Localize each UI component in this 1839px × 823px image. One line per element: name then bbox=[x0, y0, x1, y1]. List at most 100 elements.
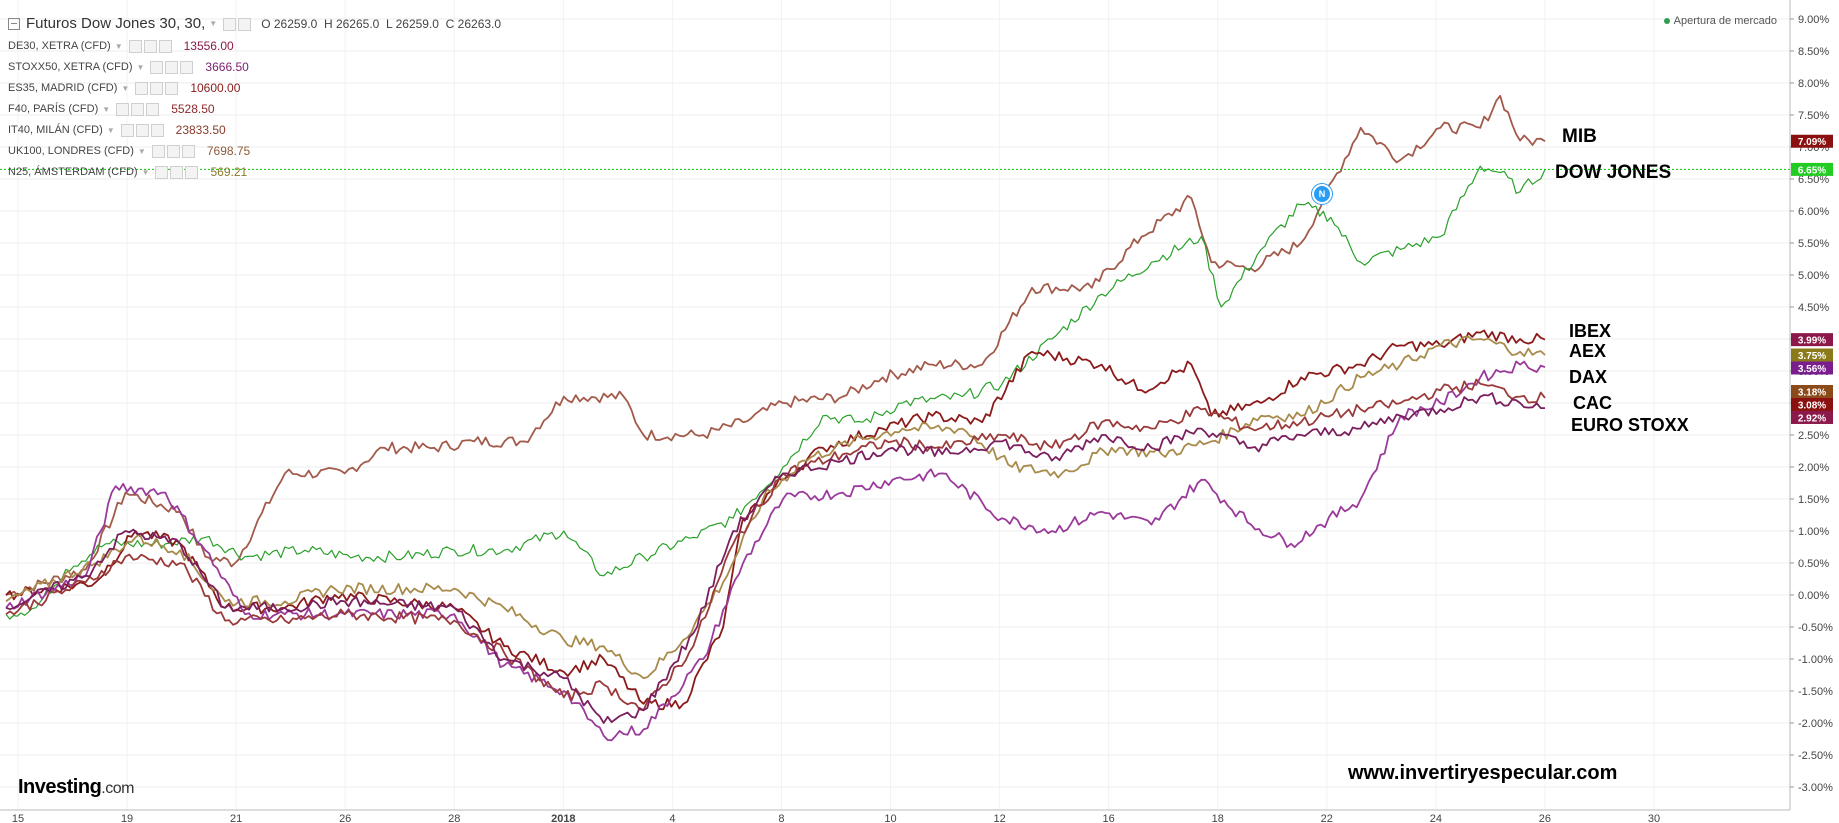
settings-icon[interactable] bbox=[166, 145, 180, 158]
settings-icon[interactable] bbox=[131, 103, 145, 116]
investing-logo: Investing.com bbox=[18, 776, 134, 798]
close-icon[interactable] bbox=[185, 166, 199, 179]
legend-value: 3666.50 bbox=[205, 60, 249, 74]
x-tick-label: 8 bbox=[778, 813, 784, 823]
y-tick-label: 6.50% bbox=[1798, 174, 1829, 186]
y-tick-label: -3.00% bbox=[1798, 782, 1833, 794]
eye-icon[interactable] bbox=[150, 61, 164, 74]
close-icon[interactable] bbox=[181, 145, 195, 158]
chevron-down-icon[interactable]: ▼ bbox=[106, 126, 115, 135]
x-tick-label: 24 bbox=[1430, 813, 1442, 823]
x-tick-label: 22 bbox=[1321, 813, 1333, 823]
legend-value: 569.21 bbox=[210, 165, 248, 179]
last-value-badge bbox=[1791, 348, 1833, 362]
legend-item[interactable]: IT40, MILÁN (CFD) ▼ 23833.50 bbox=[8, 120, 501, 141]
series-line-euro bbox=[5, 392, 1545, 724]
eye-icon[interactable] bbox=[128, 40, 142, 53]
legend-item[interactable]: UK100, LONDRES (CFD) ▼ 7698.75 bbox=[8, 141, 501, 162]
x-tick-label: 10 bbox=[884, 813, 896, 823]
eye-icon[interactable] bbox=[120, 124, 134, 137]
last-value-text: 3.99% bbox=[1798, 336, 1826, 347]
eye-icon[interactable] bbox=[223, 17, 237, 31]
settings-icon[interactable] bbox=[150, 82, 164, 95]
eye-icon[interactable] bbox=[151, 145, 165, 158]
series-line-dow bbox=[5, 165, 1546, 620]
last-value-text: 7.09% bbox=[1798, 137, 1826, 148]
legend-label: STOXX50, XETRA (CFD) bbox=[8, 61, 133, 73]
x-tick-label: 26 bbox=[1539, 813, 1551, 823]
series-annotations: MIB DOW JONES IBEX AEX DAX CAC EURO STOX… bbox=[1555, 126, 1689, 435]
close-icon[interactable] bbox=[150, 124, 164, 137]
series-line-cac bbox=[5, 378, 1546, 712]
close-icon[interactable] bbox=[165, 82, 179, 95]
y-tick-label: 0.50% bbox=[1798, 558, 1829, 570]
y-tick-label: -2.50% bbox=[1798, 750, 1833, 762]
collapse-icon[interactable] bbox=[8, 18, 20, 30]
y-tick-label: -0.50% bbox=[1798, 622, 1833, 634]
x-tick-label: 21 bbox=[230, 813, 242, 823]
last-value-text: 3.75% bbox=[1798, 351, 1826, 362]
chevron-down-icon[interactable]: ▼ bbox=[137, 147, 146, 156]
settings-icon[interactable] bbox=[135, 124, 149, 137]
status-dot-icon bbox=[1663, 18, 1670, 25]
y-tick-label: 7.50% bbox=[1798, 110, 1829, 122]
eye-icon[interactable] bbox=[155, 166, 169, 179]
chevron-down-icon[interactable]: ▼ bbox=[114, 42, 123, 51]
chevron-down-icon[interactable]: ▼ bbox=[141, 168, 150, 177]
close-icon[interactable] bbox=[180, 61, 194, 74]
settings-icon[interactable] bbox=[170, 166, 184, 179]
last-value-text: 2.92% bbox=[1798, 413, 1826, 424]
chevron-down-icon[interactable]: ▼ bbox=[209, 19, 218, 28]
last-value-badge bbox=[1791, 384, 1833, 398]
annotation-cac: CAC bbox=[1573, 393, 1612, 413]
last-value-badge bbox=[1791, 361, 1833, 375]
legend-item[interactable]: F40, PARÍS (CFD) ▼ 5528.50 bbox=[8, 99, 501, 120]
legend-value: 7698.75 bbox=[206, 144, 251, 158]
legend-value: 10600.00 bbox=[190, 81, 241, 95]
x-tick-label: 18 bbox=[1212, 813, 1224, 823]
legend-item[interactable]: STOXX50, XETRA (CFD) ▼ 3666.50 bbox=[8, 57, 501, 78]
chart-grid bbox=[0, 0, 1790, 810]
chevron-down-icon[interactable]: ▼ bbox=[102, 105, 111, 114]
legend-item[interactable]: ES35, MADRID (CFD) ▼ 10600.00 bbox=[8, 78, 501, 99]
chevron-down-icon[interactable]: ▼ bbox=[136, 63, 145, 72]
x-tick-label: 2018 bbox=[551, 813, 575, 823]
y-tick-label: 1.00% bbox=[1798, 526, 1829, 538]
chart-legend: Futuros Dow Jones 30, 30, ▼ O 26259.0 H … bbox=[8, 12, 501, 183]
last-value-badge bbox=[1791, 410, 1833, 424]
y-tick-label: 8.00% bbox=[1798, 78, 1829, 90]
legend-label: UK100, LONDRES (CFD) bbox=[8, 145, 134, 157]
series-line-aex bbox=[5, 335, 1546, 680]
last-value-text: 6.65% bbox=[1798, 165, 1826, 176]
chevron-down-icon[interactable]: ▼ bbox=[121, 84, 130, 93]
last-value-labels: 7.09% 6.65% 3.99% 3.75% 3.56% 3.18% 3.08% 2.92% bbox=[1791, 134, 1833, 424]
legend-label: DE30, XETRA (CFD) bbox=[8, 40, 111, 52]
news-marker-icon[interactable]: N bbox=[1312, 184, 1332, 204]
close-icon[interactable] bbox=[158, 40, 172, 53]
eye-icon[interactable] bbox=[116, 103, 130, 116]
y-tick-label: 9.00% bbox=[1798, 14, 1829, 26]
settings-icon[interactable] bbox=[238, 17, 252, 31]
legend-item[interactable]: N25, ÁMSTERDAM (CFD) ▼ 569.21 bbox=[8, 162, 501, 183]
last-value-badge bbox=[1791, 333, 1833, 347]
legend-item[interactable]: DE30, XETRA (CFD) ▼ 13556.00 bbox=[8, 36, 501, 57]
settings-icon[interactable] bbox=[165, 61, 179, 74]
ohlc-readout: O 26259.0 H 26265.0 L 26259.0 C 26263.0 bbox=[261, 17, 502, 31]
x-tick-label: 4 bbox=[669, 813, 675, 823]
settings-icon[interactable] bbox=[143, 40, 157, 53]
last-value-text: 3.56% bbox=[1798, 364, 1826, 375]
x-tick-label: 30 bbox=[1648, 813, 1660, 823]
eye-icon[interactable] bbox=[135, 82, 149, 95]
main-series-row: Futuros Dow Jones 30, 30, ▼ O 26259.0 H … bbox=[8, 12, 501, 36]
website-watermark: www.invertiryespecular.com bbox=[1348, 762, 1618, 784]
series-line-mib bbox=[5, 94, 1546, 597]
y-tick-label: 8.50% bbox=[1798, 46, 1829, 58]
close-icon[interactable] bbox=[146, 103, 160, 116]
legend-label: N25, ÁMSTERDAM (CFD) bbox=[8, 166, 138, 178]
x-axis: 15 19 21 26 28 2018 4 8 10 12 16 18 22 24 26 30 bbox=[0, 809, 1790, 823]
y-tick-label: 1.50% bbox=[1798, 494, 1829, 506]
y-tick-label: 4.50% bbox=[1798, 302, 1829, 314]
market-status: Apertura de mercado bbox=[1663, 15, 1777, 27]
y-tick-label: -1.50% bbox=[1798, 686, 1833, 698]
